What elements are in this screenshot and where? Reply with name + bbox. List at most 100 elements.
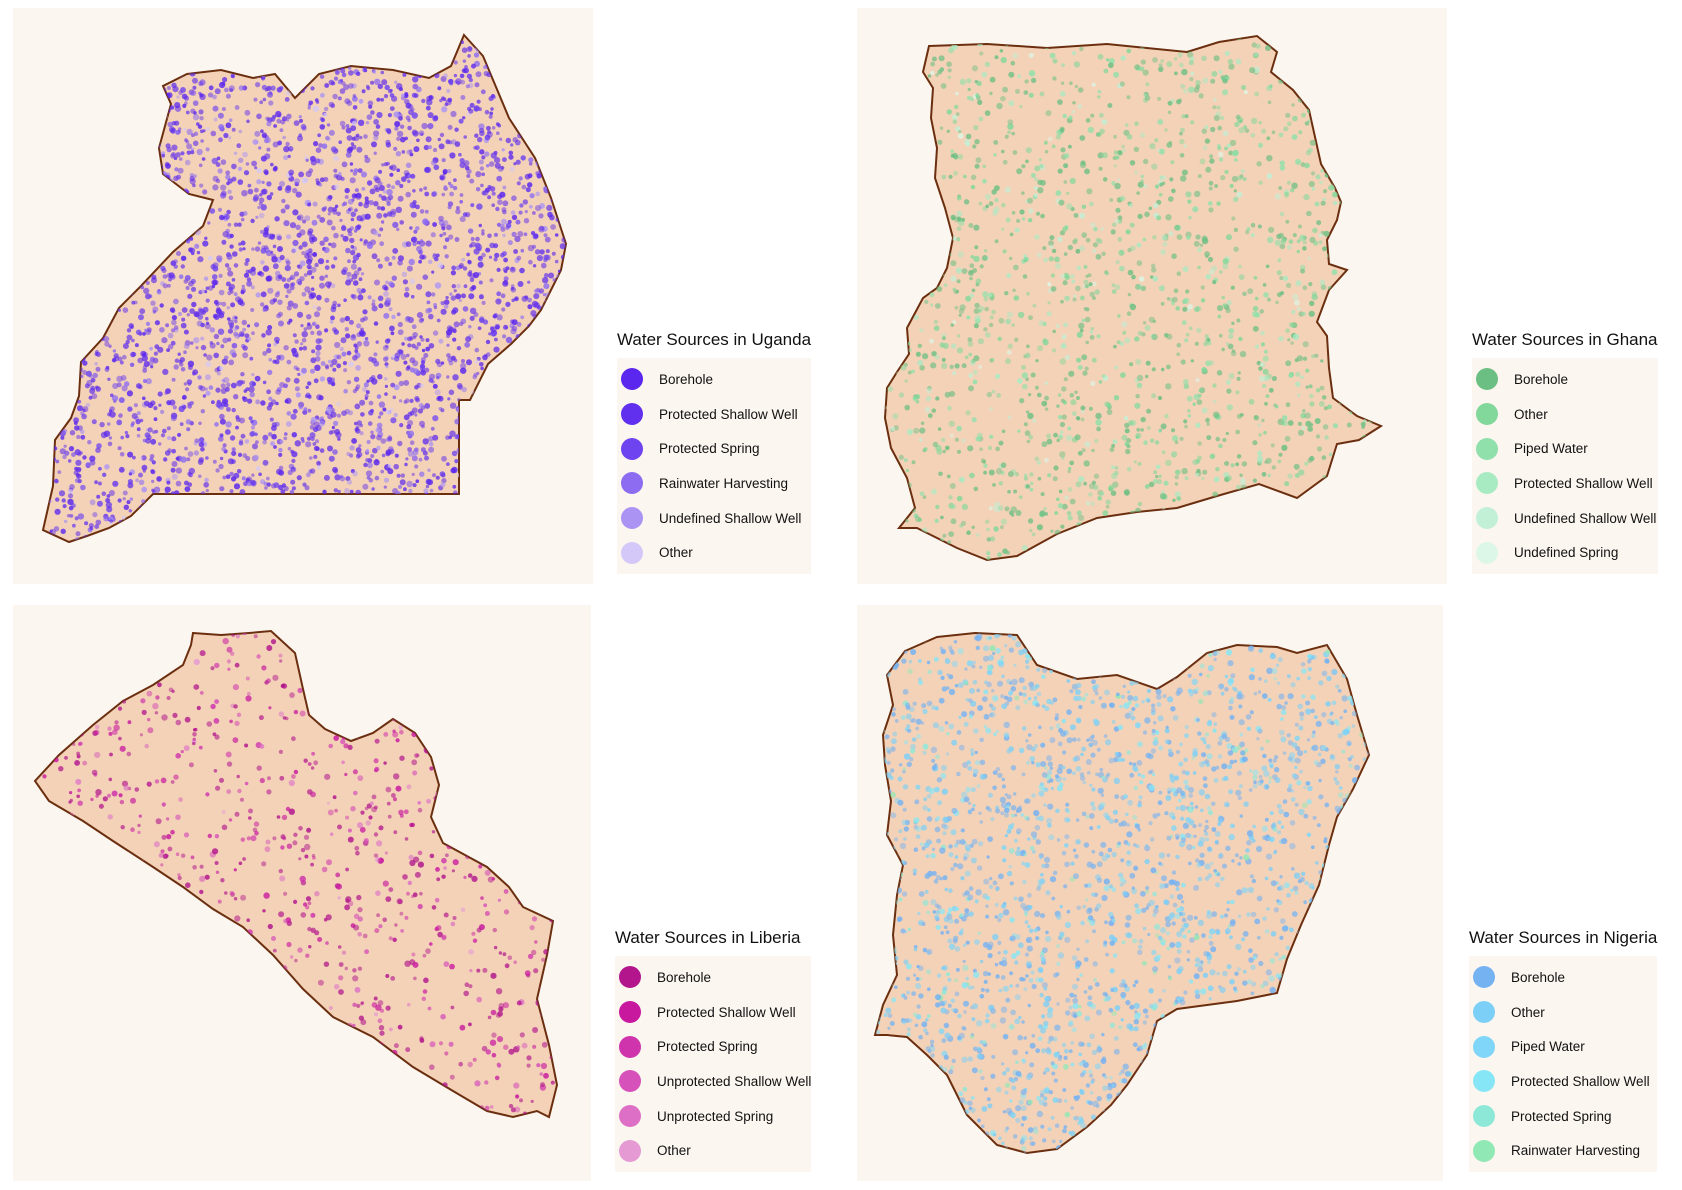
- water-point-dot: [580, 526, 585, 531]
- water-point-dot: [591, 347, 593, 351]
- water-point-dot: [84, 329, 89, 334]
- water-point-dot: [481, 172, 486, 177]
- water-point-dot: [120, 22, 124, 26]
- water-point-dot: [419, 239, 424, 243]
- water-point-dot: [563, 8, 568, 12]
- water-point-dot: [211, 400, 215, 405]
- water-point-dot: [309, 456, 313, 460]
- water-point-dot: [62, 504, 67, 509]
- water-point-dot: [203, 8, 208, 11]
- water-point-dot: [553, 579, 559, 585]
- water-point-dot: [230, 302, 236, 308]
- water-point-dot: [164, 520, 168, 524]
- water-point-dot: [44, 311, 50, 317]
- water-point-dot: [385, 365, 389, 369]
- water-point-dot: [105, 365, 110, 370]
- water-point-dot: [510, 430, 515, 435]
- water-point-dot: [249, 356, 254, 361]
- water-point-dot: [448, 234, 454, 240]
- water-point-dot: [272, 58, 277, 63]
- water-point-dot: [213, 12, 217, 16]
- water-point-dot: [215, 302, 220, 307]
- water-point-dot: [85, 462, 91, 467]
- water-point-dot: [433, 305, 438, 310]
- water-point-dot: [110, 544, 115, 549]
- water-point-dot: [380, 97, 385, 102]
- water-point-dot: [376, 212, 383, 219]
- water-point-dot: [478, 159, 484, 165]
- water-point-dot: [412, 483, 417, 488]
- water-point-dot: [138, 268, 143, 273]
- water-point-dot: [542, 377, 549, 384]
- water-point-dot: [548, 21, 552, 25]
- water-point-dot: [546, 152, 553, 159]
- water-point-dot: [167, 86, 171, 90]
- water-point-dot: [265, 16, 269, 20]
- water-point-dot: [327, 494, 334, 501]
- water-point-dot: [562, 66, 566, 71]
- water-point-dot: [316, 214, 321, 219]
- water-point-dot: [521, 552, 524, 555]
- water-point-dot: [171, 436, 177, 442]
- water-point-dot: [152, 127, 156, 131]
- water-point-dot: [285, 260, 291, 266]
- water-point-dot: [252, 499, 258, 504]
- water-point-dot: [117, 562, 122, 567]
- water-point-dot: [539, 349, 546, 357]
- water-point-dot: [171, 448, 176, 454]
- water-point-dot: [334, 474, 341, 481]
- water-point-dot: [313, 541, 320, 542]
- water-point-dot: [332, 570, 337, 575]
- water-point-dot: [30, 267, 35, 272]
- water-point-dot: [19, 398, 24, 403]
- water-point-dot: [498, 14, 503, 19]
- water-point-dot: [285, 421, 292, 427]
- water-point-dot: [282, 555, 286, 559]
- water-point-dot: [486, 164, 490, 168]
- water-point-dot: [251, 425, 255, 430]
- water-point-dot: [471, 396, 478, 403]
- water-point-dot: [465, 336, 472, 343]
- water-point-dot: [491, 412, 498, 419]
- water-point-dot: [388, 281, 394, 287]
- water-point-dot: [85, 370, 92, 377]
- water-point-dot: [569, 38, 574, 43]
- water-point-dot: [156, 476, 162, 482]
- water-point-dot: [363, 239, 368, 244]
- water-point-dot: [526, 61, 532, 68]
- water-point-dot: [339, 317, 346, 323]
- water-point-dot: [559, 440, 564, 446]
- water-point-dot: [350, 527, 354, 531]
- water-point-dot: [360, 38, 365, 42]
- water-point-dot: [170, 328, 176, 333]
- water-point-dot: [548, 84, 554, 91]
- water-point-dot: [290, 8, 295, 12]
- water-point-dot: [44, 231, 49, 236]
- water-point-dot: [517, 367, 524, 374]
- water-point-dot: [152, 160, 158, 166]
- water-point-dot: [521, 574, 526, 579]
- water-point-dot: [260, 13, 264, 17]
- water-point-dot: [431, 160, 437, 166]
- water-point-dot: [214, 422, 219, 427]
- water-point-dot: [341, 410, 347, 417]
- water-point-dot: [566, 15, 572, 21]
- water-point-dot: [29, 312, 34, 317]
- water-point-dot: [149, 457, 154, 462]
- water-point-dot: [352, 105, 358, 110]
- water-point-dot: [505, 266, 510, 271]
- water-point-dot: [170, 340, 176, 346]
- water-point-dot: [87, 440, 92, 445]
- water-point-dot: [390, 208, 397, 215]
- water-point-dot: [18, 226, 23, 231]
- water-point-dot: [379, 42, 385, 47]
- water-point-dot: [472, 374, 478, 380]
- water-point-dot: [213, 563, 218, 568]
- water-point-dot: [183, 329, 189, 335]
- water-point-dot: [206, 354, 213, 361]
- water-point-dot: [74, 189, 79, 195]
- water-point-dot: [230, 382, 237, 389]
- water-point-dot: [485, 15, 489, 19]
- water-point-dot: [220, 344, 225, 349]
- water-point-dot: [442, 557, 448, 563]
